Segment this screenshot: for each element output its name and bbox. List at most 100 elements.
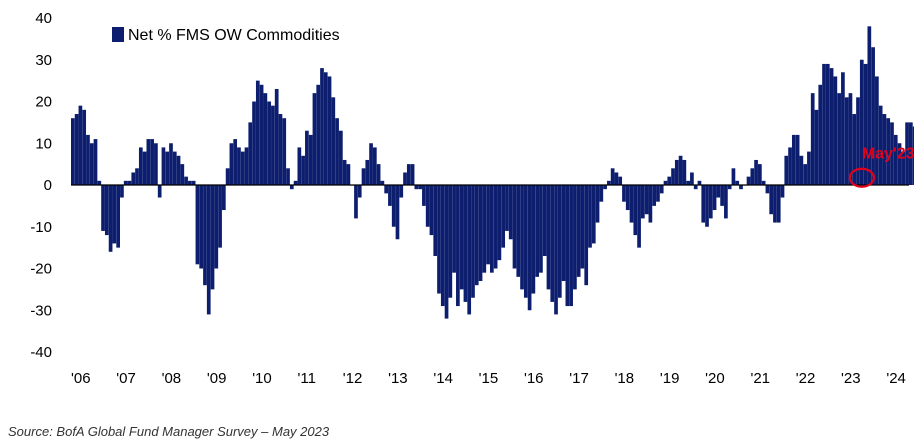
bar <box>478 185 483 282</box>
bar <box>720 185 724 206</box>
x-tick-label: '14 <box>433 370 453 387</box>
bar <box>724 185 728 219</box>
bar <box>863 63 868 185</box>
bar <box>448 185 453 298</box>
bar <box>633 185 638 236</box>
bar <box>614 172 619 185</box>
bar <box>791 134 796 185</box>
bar <box>440 185 445 307</box>
bar <box>425 185 430 227</box>
bar <box>463 185 468 302</box>
x-tick-label: '11 <box>297 370 315 387</box>
bar <box>607 180 611 185</box>
bar <box>74 114 79 185</box>
bar <box>746 176 751 185</box>
bar <box>146 139 151 185</box>
bar <box>584 185 589 286</box>
bar <box>331 97 336 185</box>
bar <box>308 134 313 185</box>
bar <box>871 47 875 186</box>
bar <box>312 93 317 185</box>
bar <box>557 185 562 298</box>
bar <box>603 185 607 190</box>
bar <box>410 164 415 186</box>
bar <box>471 185 475 298</box>
bar <box>335 118 339 185</box>
bar <box>422 185 426 206</box>
bar <box>150 139 154 185</box>
bar <box>610 168 615 185</box>
bar <box>848 93 853 185</box>
bar <box>429 185 434 236</box>
bar <box>320 68 324 185</box>
bar <box>754 159 758 185</box>
y-tick-label: -40 <box>30 344 52 361</box>
bar <box>452 185 456 273</box>
bar <box>618 176 623 185</box>
bar <box>252 101 256 185</box>
bar <box>372 147 377 185</box>
bar <box>104 185 109 236</box>
bar <box>342 159 347 185</box>
bar <box>841 72 845 185</box>
bar <box>508 185 513 240</box>
bar <box>859 59 864 185</box>
bar <box>388 185 392 206</box>
bar <box>237 147 241 185</box>
may23-highlight-circle <box>848 167 875 188</box>
bar <box>769 185 774 215</box>
y-tick-label: 10 <box>35 135 52 152</box>
bar <box>901 151 906 185</box>
x-tick-label: '21 <box>750 370 770 387</box>
bar <box>210 185 215 290</box>
bar <box>199 185 204 269</box>
bar <box>795 134 800 185</box>
bar <box>101 185 105 231</box>
bar <box>591 185 596 244</box>
bar <box>727 185 732 190</box>
bar <box>206 185 211 315</box>
bar <box>535 185 539 277</box>
bar <box>376 164 381 186</box>
bar <box>682 159 687 185</box>
bar <box>505 185 509 231</box>
bar <box>701 185 706 223</box>
bar <box>286 168 290 185</box>
bar <box>678 155 683 185</box>
annotation: May'23 <box>848 146 914 188</box>
bar <box>905 122 909 186</box>
bar <box>788 147 792 185</box>
bar <box>414 185 419 190</box>
bar <box>399 185 404 198</box>
bar <box>418 185 422 190</box>
bar <box>97 180 102 185</box>
x-tick-label: '08 <box>162 370 182 387</box>
bar <box>546 185 551 290</box>
bar <box>214 185 219 269</box>
bar <box>735 180 740 185</box>
bar <box>527 185 532 311</box>
bar <box>354 185 358 219</box>
bar <box>897 143 902 185</box>
bar <box>569 185 573 307</box>
bar <box>89 143 94 185</box>
bar <box>493 185 498 269</box>
bar <box>875 76 879 185</box>
bar <box>773 185 777 223</box>
legend-swatch <box>112 27 124 42</box>
bar <box>554 185 558 315</box>
bar <box>274 88 279 185</box>
bar <box>116 185 120 248</box>
bar <box>184 176 188 185</box>
bar <box>142 151 147 185</box>
bar <box>697 180 702 185</box>
bar <box>852 114 857 185</box>
x-tick-label: '22 <box>796 370 816 387</box>
bar <box>289 185 294 190</box>
x-tick-label: '12 <box>343 370 363 387</box>
y-tick-label: 30 <box>35 52 52 69</box>
bar <box>497 185 502 261</box>
bar <box>539 185 543 273</box>
bar <box>784 155 789 185</box>
bar <box>172 151 177 185</box>
